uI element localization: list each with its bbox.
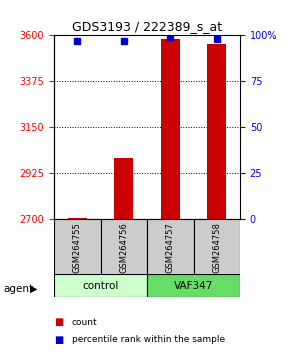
Bar — [208, 44, 226, 219]
Text: ■: ■ — [54, 317, 63, 327]
Title: GDS3193 / 222389_s_at: GDS3193 / 222389_s_at — [72, 20, 222, 33]
Text: control: control — [82, 281, 119, 291]
Text: percentile rank within the sample: percentile rank within the sample — [72, 335, 225, 344]
Text: GSM264757: GSM264757 — [166, 222, 175, 273]
Text: GSM264755: GSM264755 — [73, 222, 82, 273]
Bar — [68, 218, 87, 219]
Text: ▶: ▶ — [30, 284, 38, 293]
FancyBboxPatch shape — [194, 219, 240, 276]
Text: GSM264758: GSM264758 — [212, 222, 221, 273]
Text: GSM264756: GSM264756 — [119, 222, 128, 273]
Text: agent: agent — [3, 284, 33, 293]
Bar — [161, 40, 179, 219]
FancyBboxPatch shape — [54, 274, 147, 297]
FancyBboxPatch shape — [100, 219, 147, 276]
FancyBboxPatch shape — [147, 274, 240, 297]
Text: ■: ■ — [54, 335, 63, 345]
Text: VAF347: VAF347 — [174, 281, 213, 291]
FancyBboxPatch shape — [147, 219, 194, 276]
Bar — [115, 158, 133, 219]
Text: count: count — [72, 318, 98, 327]
FancyBboxPatch shape — [54, 219, 100, 276]
